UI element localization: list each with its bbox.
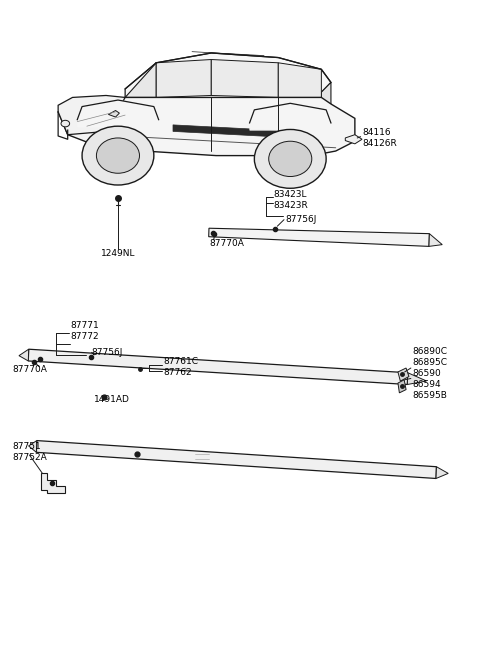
Text: 1491AD: 1491AD <box>94 395 130 404</box>
Polygon shape <box>436 467 448 478</box>
Polygon shape <box>209 228 430 246</box>
Polygon shape <box>398 368 409 381</box>
Text: 84116
84126R: 84116 84126R <box>362 128 397 148</box>
Ellipse shape <box>254 130 326 188</box>
Text: 87770A: 87770A <box>12 365 48 375</box>
Polygon shape <box>19 349 29 361</box>
Ellipse shape <box>96 138 140 174</box>
Text: 83423L
83423R: 83423L 83423R <box>274 190 308 210</box>
Polygon shape <box>156 60 211 98</box>
Ellipse shape <box>82 126 154 185</box>
Polygon shape <box>345 135 362 144</box>
Polygon shape <box>29 441 37 453</box>
Polygon shape <box>108 111 120 117</box>
Text: 86890C
86895C
86590
86594
86595B: 86890C 86895C 86590 86594 86595B <box>412 346 447 400</box>
Text: 87756J: 87756J <box>92 348 123 357</box>
Polygon shape <box>58 96 125 135</box>
Polygon shape <box>211 60 278 98</box>
Polygon shape <box>41 474 65 493</box>
Text: 87751
87752A: 87751 87752A <box>12 441 48 462</box>
Polygon shape <box>322 83 331 105</box>
Text: 87771
87772: 87771 87772 <box>70 321 99 341</box>
Polygon shape <box>429 234 442 246</box>
Text: 87770A: 87770A <box>209 239 244 248</box>
Polygon shape <box>125 63 156 98</box>
Ellipse shape <box>269 141 312 176</box>
Ellipse shape <box>61 121 70 127</box>
Text: 1249NL: 1249NL <box>101 249 135 258</box>
Polygon shape <box>58 98 355 156</box>
Text: 87756J: 87756J <box>286 215 317 224</box>
Polygon shape <box>398 380 406 393</box>
Text: 87761C
87762: 87761C 87762 <box>163 357 198 377</box>
Polygon shape <box>408 373 426 384</box>
Polygon shape <box>36 441 436 478</box>
Polygon shape <box>278 63 322 98</box>
Polygon shape <box>125 53 331 98</box>
Polygon shape <box>28 349 408 384</box>
Polygon shape <box>173 125 298 138</box>
